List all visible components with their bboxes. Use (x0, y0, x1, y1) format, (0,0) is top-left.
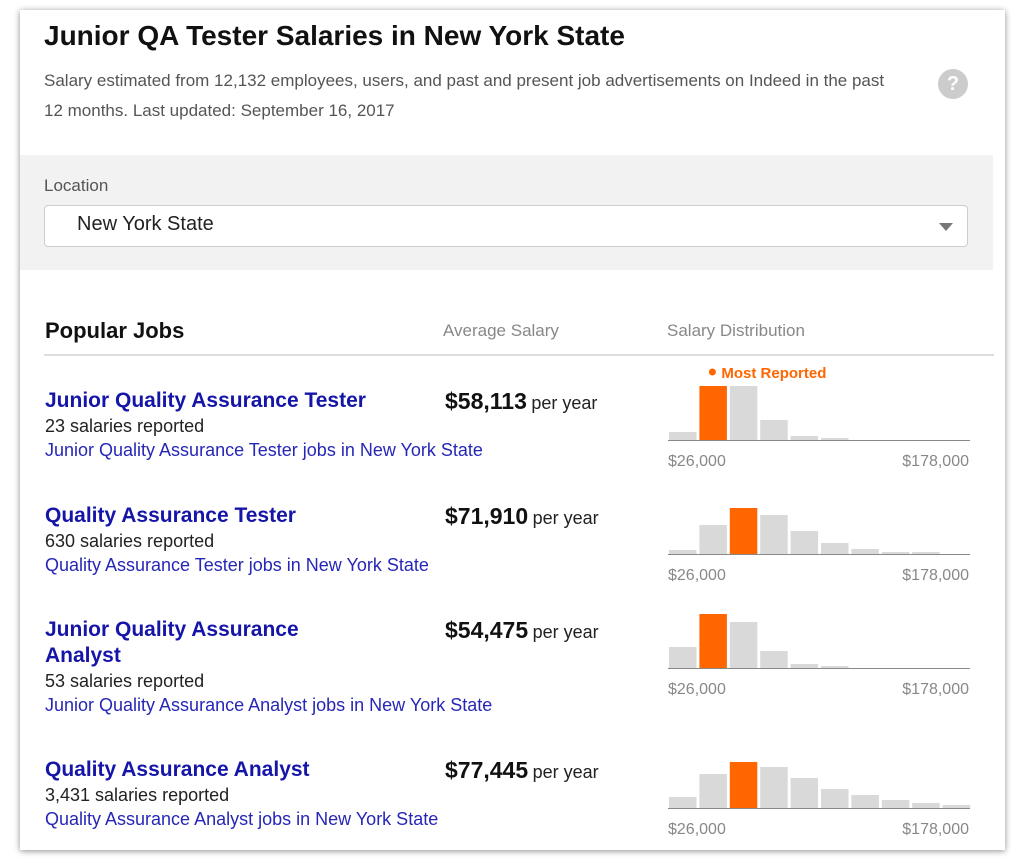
histogram-bar (669, 797, 697, 808)
jobs-link[interactable]: Quality Assurance Analyst jobs in New Yo… (45, 809, 439, 829)
salary-cell: $54,475 per year (445, 617, 599, 644)
salary-cell: $77,445 per year (445, 757, 599, 784)
range-max: $178,000 (902, 681, 969, 698)
jobs-link[interactable]: Junior Quality Assurance Tester jobs in … (45, 440, 483, 460)
help-icon[interactable]: ? (938, 69, 968, 99)
histogram-bar (729, 386, 758, 440)
most-reported-dot (708, 368, 716, 376)
salaries-reported: 3,431 salaries reported (45, 785, 230, 805)
range-max: $178,000 (902, 453, 969, 470)
salary-cell: $71,910 per year (445, 503, 599, 530)
per-year: per year (531, 393, 598, 413)
range-max: $178,000 (902, 567, 969, 584)
location-label: Location (44, 176, 109, 195)
histogram: $26,000 $178,000 (668, 508, 970, 584)
histogram-bar (912, 552, 940, 554)
histogram-bar (760, 767, 788, 808)
histogram-bar (821, 666, 849, 668)
histogram-bar (760, 420, 788, 440)
location-value: New York State (77, 213, 214, 235)
per-year: per year (532, 508, 599, 528)
salary: $77,445 (445, 757, 529, 783)
histogram-bar (851, 549, 879, 554)
subtitle: Salary estimated from 12,132 employees, … (44, 71, 885, 120)
column-header: Average Salary (443, 321, 559, 340)
histogram-bar (821, 438, 849, 440)
column-header: Salary Distribution (667, 321, 805, 340)
range-min: $26,000 (668, 567, 726, 584)
divider (44, 354, 994, 356)
page-title: Junior QA Tester Salaries in New York St… (44, 20, 625, 51)
section-title: Popular Jobs (45, 318, 185, 343)
location-select[interactable] (44, 205, 968, 247)
jobs-link[interactable]: Quality Assurance Tester jobs in New Yor… (45, 555, 429, 575)
histogram-bar (821, 789, 849, 808)
histogram-bar (699, 614, 727, 668)
salary: $54,475 (445, 617, 529, 643)
histogram-bar (881, 800, 910, 808)
salary: $58,113 (445, 388, 527, 414)
histogram-bar (942, 805, 971, 808)
job-title[interactable]: Junior Quality Assurance Analyst (45, 618, 299, 667)
histogram-bar (699, 774, 727, 808)
jobs-link[interactable]: Junior Quality Assurance Analyst jobs in… (45, 695, 493, 715)
salaries-reported: 23 salaries reported (45, 416, 205, 436)
histogram-bar (729, 508, 758, 554)
per-year: per year (532, 622, 599, 642)
histogram-bar (669, 550, 697, 554)
histogram-bar (790, 664, 819, 668)
salary: $71,910 (445, 503, 529, 529)
histogram-bar (699, 386, 727, 440)
histogram-bar (851, 795, 879, 808)
range-min: $26,000 (668, 821, 726, 838)
histogram: $26,000 $178,000 (668, 614, 970, 698)
salaries-reported: 53 salaries reported (45, 671, 205, 691)
salary-cell: $58,113 per year (445, 388, 597, 415)
histogram-bar (760, 651, 788, 668)
salaries-reported: 630 salaries reported (45, 531, 215, 551)
job-info: Quality Assurance Tester 630 salaries rep… (45, 503, 429, 577)
card (20, 10, 1005, 850)
histogram: $26,000 $178,000 (668, 762, 971, 838)
job-info: Quality Assurance Analyst 3,431 salaries … (45, 757, 438, 831)
histogram-bar (729, 762, 758, 808)
histogram-bar (669, 647, 697, 668)
histogram-bar (821, 543, 849, 554)
histogram-bar (881, 552, 910, 554)
job-title[interactable]: Quality Assurance Tester (45, 504, 296, 527)
histogram-bar (790, 436, 819, 440)
dropdown-arrow (939, 223, 953, 231)
histogram-bar (729, 622, 758, 668)
range-max: $178,000 (902, 821, 969, 838)
per-year: per year (532, 762, 599, 782)
job-info: Junior Quality Assurance Tester 23 salari… (45, 388, 483, 462)
range-min: $26,000 (668, 453, 726, 470)
histogram-bar (790, 778, 819, 808)
histogram-bar (669, 432, 697, 440)
range-min: $26,000 (668, 681, 726, 698)
histogram-bar (760, 515, 788, 554)
histogram-bar (790, 531, 819, 554)
job-title[interactable]: Junior Quality Assurance Tester (45, 389, 366, 412)
job-title[interactable]: Quality Assurance Analyst (45, 758, 310, 781)
histogram-bar (699, 525, 727, 554)
histogram-bar (912, 803, 940, 808)
job-info: Junior Quality Assurance Analyst 53 salar… (45, 617, 492, 717)
histogram: $26,000 $178,000 Most Reported (668, 365, 970, 470)
most-reported: Most Reported (721, 365, 826, 382)
